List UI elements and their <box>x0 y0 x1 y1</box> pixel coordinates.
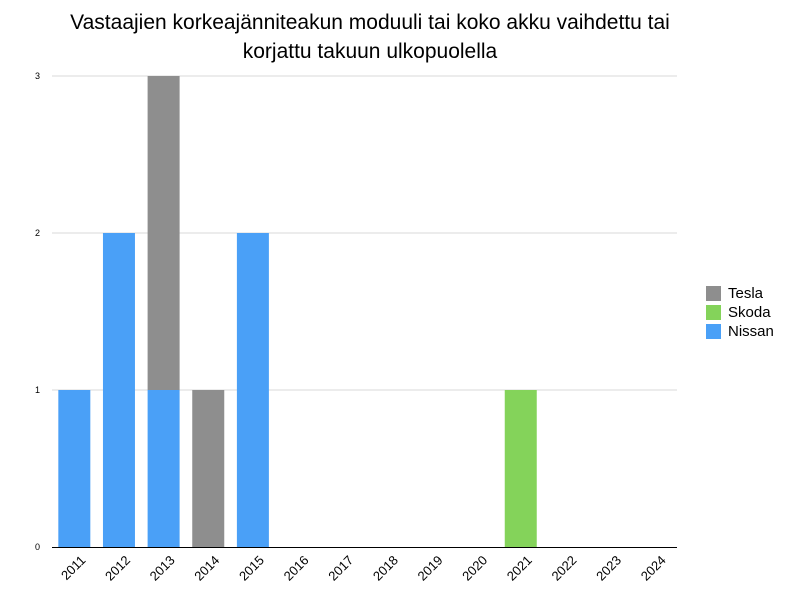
legend-item-tesla: Tesla <box>706 284 774 302</box>
y-tick-label: 2 <box>35 228 40 238</box>
x-tick-label: 2013 <box>147 553 178 584</box>
legend-item-nissan: Nissan <box>706 322 774 340</box>
bar-nissan-2015 <box>236 233 269 547</box>
bar-nissan-2013 <box>147 390 180 547</box>
x-tick-label: 2019 <box>415 553 446 584</box>
x-tick-label: 2016 <box>281 553 312 584</box>
legend-label-tesla: Tesla <box>728 284 764 302</box>
bar-nissan-2012 <box>102 233 135 547</box>
legend-swatch-tesla <box>706 285 721 301</box>
bar-tesla-2013 <box>147 76 180 390</box>
x-tick-label: 2015 <box>236 553 267 584</box>
y-tick-label: 0 <box>35 542 40 552</box>
legend-swatch-skoda <box>706 304 721 320</box>
y-tick-label: 1 <box>35 385 40 395</box>
chart-title-line-2: korjattu takuun ulkopuolella <box>242 40 498 63</box>
chart-title-line-1: Vastaajien korkeajänniteakun moduuli tai… <box>70 11 670 34</box>
bar-nissan-2011 <box>58 390 91 547</box>
x-tick-label: 2021 <box>504 553 535 584</box>
x-tick-label: 2022 <box>548 553 579 584</box>
x-tick-label: 2012 <box>102 553 133 584</box>
legend-item-skoda: Skoda <box>706 303 774 321</box>
x-tick-label: 2014 <box>191 553 222 584</box>
chart-legend: Tesla Skoda Nissan <box>706 284 774 341</box>
x-tick-label: 2017 <box>325 553 356 584</box>
legend-label-skoda: Skoda <box>728 303 771 321</box>
bar-skoda-2021 <box>504 390 537 547</box>
chart-title: Vastaajien korkeajänniteakun moduuli tai… <box>0 8 740 66</box>
x-tick-label: 2011 <box>58 553 88 583</box>
x-tick-label: 2018 <box>370 553 401 584</box>
legend-label-nissan: Nissan <box>728 322 774 340</box>
x-tick-label: 2024 <box>638 553 669 584</box>
x-tick-label: 2023 <box>593 553 624 584</box>
legend-swatch-nissan <box>706 323 721 339</box>
y-tick-label: 3 <box>35 71 40 81</box>
bar-tesla-2014 <box>192 390 225 547</box>
x-tick-label: 2020 <box>459 553 490 584</box>
